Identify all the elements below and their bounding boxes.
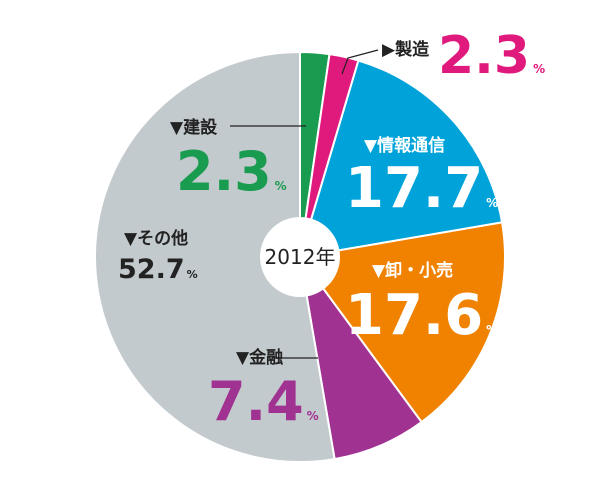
label-ict-name: ▼情報通信 <box>364 135 445 156</box>
slice-ict <box>298 59 504 259</box>
label-finance-name: ▼金融 <box>236 347 283 368</box>
label-construction-name: ▼建設 <box>170 117 218 138</box>
slice-retail <box>298 221 507 424</box>
label-finance: ▼金融 7.4% <box>208 347 319 433</box>
pie-slices <box>94 50 507 463</box>
label-manufacturing: ▶製造 2.3% <box>382 26 545 86</box>
leader-lines <box>230 49 379 359</box>
label-retail-value: 17.6% <box>345 283 498 348</box>
label-ict-value: 17.7% <box>345 156 498 221</box>
label-other-name: ▼その他 <box>124 228 188 249</box>
label-manufacturing-value: 2.3% <box>438 26 545 86</box>
label-construction-value: 2.3% <box>176 140 287 203</box>
label-construction: ▼建設 2.3% <box>170 117 287 203</box>
center-hole <box>260 217 340 297</box>
label-other-value: 52.7% <box>118 254 198 285</box>
slice-other <box>94 50 336 463</box>
leader-manufacturing <box>341 49 379 75</box>
label-other: ▼その他 52.7% <box>118 228 198 285</box>
label-ict: ▼情報通信 17.7% <box>345 135 498 221</box>
label-finance-value: 7.4% <box>208 370 319 433</box>
label-manufacturing-name: ▶製造 <box>382 39 430 60</box>
center-label: 2012年 <box>265 245 336 269</box>
label-retail: ▼卸・小売 17.6% <box>345 260 498 348</box>
label-retail-name: ▼卸・小売 <box>372 260 453 281</box>
